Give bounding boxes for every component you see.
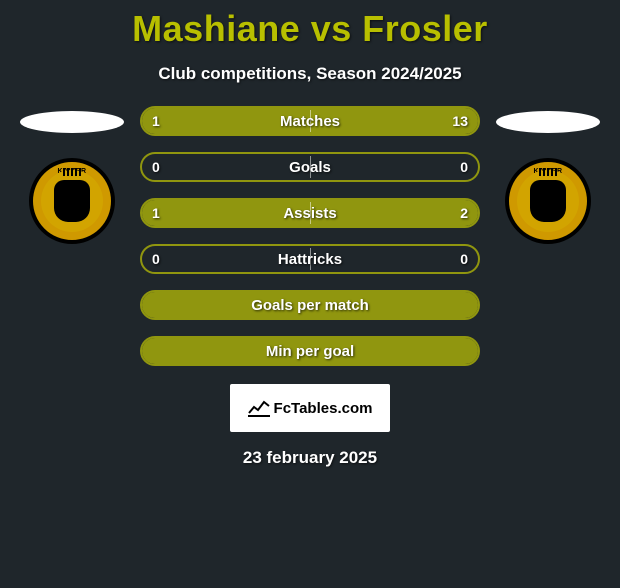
player-right-club-badge: KAIZER (505, 158, 591, 244)
stat-bar: Min per goal (140, 336, 480, 366)
stat-label: Matches (280, 113, 340, 130)
stat-label: Min per goal (266, 343, 354, 360)
stat-bar: 0 0 Hattricks (140, 244, 480, 274)
stat-bar: 1 2 Assists (140, 198, 480, 228)
stat-bar: Goals per match (140, 290, 480, 320)
stat-value-left: 0 (152, 246, 160, 272)
watermark-icon (248, 399, 270, 417)
player-right-column: KAIZER (493, 106, 603, 366)
stat-label: Goals per match (251, 297, 369, 314)
stat-bar: 1 13 Matches (140, 106, 480, 136)
stat-value-right: 2 (460, 200, 468, 226)
page-title: Mashiane vs Frosler (0, 8, 620, 50)
stat-bar: 0 0 Goals (140, 152, 480, 182)
player-left-column: KAIZER (17, 106, 127, 366)
stats-column: 1 13 Matches 0 0 Goals 1 2 Assists 0 0 Hattricks Goa… (135, 106, 485, 366)
date-line: 23 february 2025 (0, 448, 620, 468)
stat-value-left: 1 (152, 108, 160, 134)
player-left-club-badge: KAIZER (29, 158, 115, 244)
stat-value-right: 0 (460, 246, 468, 272)
stat-label: Goals (289, 159, 331, 176)
stat-value-right: 13 (452, 108, 468, 134)
player-right-flag (493, 106, 603, 138)
watermark: FcTables.com (230, 384, 390, 432)
stat-value-right: 0 (460, 154, 468, 180)
comparison-layout: KAIZER 1 13 Matches 0 0 Goals 1 2 Assists 0 0 Hattr… (0, 106, 620, 366)
player-left-flag (17, 106, 127, 138)
subtitle: Club competitions, Season 2024/2025 (0, 64, 620, 84)
stat-value-left: 0 (152, 154, 160, 180)
stat-label: Hattricks (278, 251, 342, 268)
watermark-text: FcTables.com (274, 400, 373, 417)
stat-value-left: 1 (152, 200, 160, 226)
stat-label: Assists (283, 205, 336, 222)
